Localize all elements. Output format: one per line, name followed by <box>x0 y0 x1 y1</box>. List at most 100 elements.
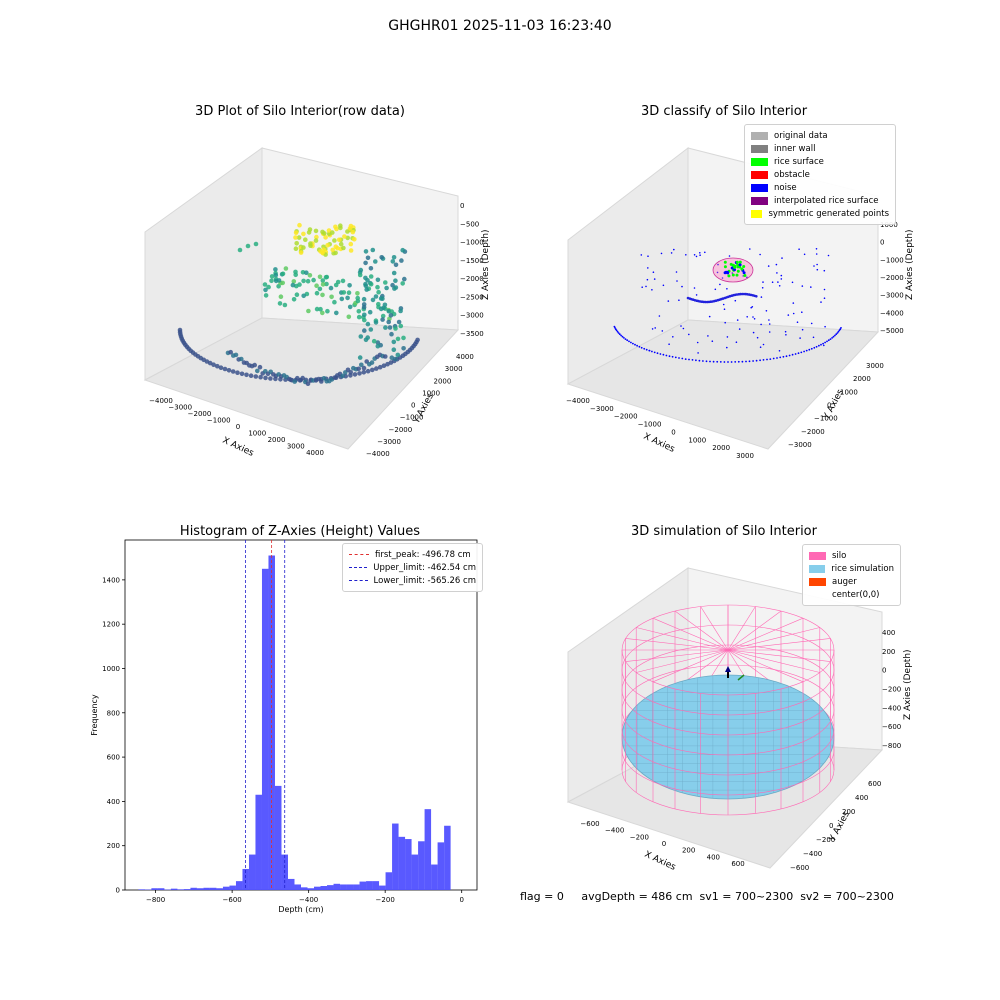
panel1-point <box>283 266 289 271</box>
panel1-point <box>395 352 401 358</box>
histogram-bar <box>372 881 380 890</box>
panel2-noise-point <box>832 335 835 338</box>
panel1-point <box>333 282 339 288</box>
panel2-legend-swatch <box>751 196 768 205</box>
panel2-noise-point <box>815 248 818 250</box>
panel2-noise-point <box>813 265 815 267</box>
panel1-point <box>399 258 404 263</box>
panel2-noise-point <box>708 315 711 318</box>
panel2-noise-point <box>801 328 804 331</box>
histogram-bar <box>216 888 223 890</box>
panel2-noise-point <box>746 276 748 279</box>
panel1-point <box>376 289 381 295</box>
panel1-point <box>388 313 394 318</box>
panel2-noise-point <box>753 318 756 320</box>
panel1-point <box>370 367 375 373</box>
panel2-noise-point <box>784 330 787 333</box>
panel4-y-tick-label: 0 <box>829 822 833 830</box>
panel1-point <box>363 249 369 254</box>
panel2-rice-surface-point <box>727 274 731 278</box>
panel1-point <box>389 309 395 314</box>
panel2-legend-entry: interpolated rice surface <box>751 194 889 207</box>
panel1-z-tick-label: 0 <box>460 202 464 210</box>
panel1-point <box>381 363 387 369</box>
panel3-y-tick-label: 1200 <box>102 621 120 629</box>
panel2-noise-point <box>693 287 696 289</box>
histogram-bar <box>183 889 191 890</box>
panel1-point <box>347 304 353 310</box>
panel3-legend-entry: Upper_limit: -462.54 cm <box>349 561 476 574</box>
panel2-noise-point <box>829 338 832 340</box>
panel1-x-tick-label: −1000 <box>207 417 231 425</box>
panel2-noise-point <box>756 336 759 339</box>
panel2-noise-point <box>780 278 783 280</box>
panel1-point <box>263 287 268 293</box>
panel2-noise-point <box>667 300 670 302</box>
panel1-y-tick-label: 4000 <box>456 353 474 361</box>
panel1-point <box>391 339 397 345</box>
panel2-noise-point <box>824 341 826 344</box>
panel2-y-tick-label: 2000 <box>853 375 871 383</box>
panel1-point <box>338 241 344 247</box>
panel1-point <box>215 363 220 369</box>
panel2-noise-point <box>634 343 636 346</box>
panel1-point <box>373 320 379 325</box>
panel2-title: 3D classify of Silo Interior <box>640 104 808 119</box>
panel2-noise-point <box>762 359 765 361</box>
panel1-point <box>262 282 268 287</box>
panel2-noise-point <box>645 285 647 288</box>
panel3-y-tick-label: 800 <box>107 709 120 717</box>
panel1-point <box>363 260 368 266</box>
panel1-point <box>383 280 388 285</box>
panel2-noise-point <box>823 269 826 272</box>
panel2-noise-point <box>646 278 649 281</box>
panel1-point <box>332 299 337 305</box>
silo-roof-line <box>727 617 804 651</box>
panel1-point <box>393 278 398 284</box>
panel1-point <box>383 325 388 330</box>
panel2-x-tick-label: 1000 <box>688 436 706 444</box>
panel2-noise-point <box>824 325 826 328</box>
silo-roof-line <box>727 638 831 651</box>
panel4-legend-swatch <box>809 591 826 599</box>
panel1-point <box>252 362 257 368</box>
panel1-point <box>341 245 346 251</box>
panel2-noise-point <box>823 344 825 347</box>
panel1-point <box>415 337 420 343</box>
panel2-noise-point <box>697 352 699 354</box>
panel2-noise-point <box>759 253 761 256</box>
panel1-point <box>297 282 302 287</box>
panel2-noise-point <box>724 321 726 324</box>
panel1-point <box>263 375 268 381</box>
panel2-noise-point <box>750 306 752 309</box>
panel2-legend-label: inner wall <box>774 143 816 154</box>
silo-roof-line <box>625 649 729 662</box>
panel4-y-tick-label: 600 <box>868 780 881 788</box>
silo-roof-line <box>700 606 729 651</box>
panel2-noise-point <box>779 356 782 359</box>
histogram-bar <box>346 884 354 890</box>
panel3-legend-swatch <box>349 567 368 568</box>
panel2-noise-point <box>716 360 719 363</box>
figure-title: GHGHR01 2025-11-03 16:23:40 <box>388 18 612 34</box>
histogram-bar <box>157 888 165 890</box>
panel1-point <box>402 276 407 282</box>
panel1-point <box>211 362 216 368</box>
histogram-bar <box>196 888 204 890</box>
panel4-z-tick-label: 400 <box>882 629 895 637</box>
panel2-noise-point <box>685 254 687 256</box>
panel2-z-tick-label: −1000 <box>880 256 904 264</box>
panel2-noise-point <box>827 254 830 257</box>
panel1-point <box>362 328 367 333</box>
panel2-noise-point <box>620 334 622 337</box>
panel2-rice-surface-point <box>723 271 727 275</box>
panel1-point <box>375 284 380 290</box>
panel2-noise-point <box>681 285 683 288</box>
panel2-noise-point <box>640 346 643 349</box>
panel2-noise-point <box>695 255 698 258</box>
histogram-bar <box>392 823 399 890</box>
panel2-noise-point <box>762 343 765 346</box>
panel1-point <box>278 294 284 300</box>
panel3-title: Histogram of Z-Axies (Height) Values <box>179 524 421 539</box>
